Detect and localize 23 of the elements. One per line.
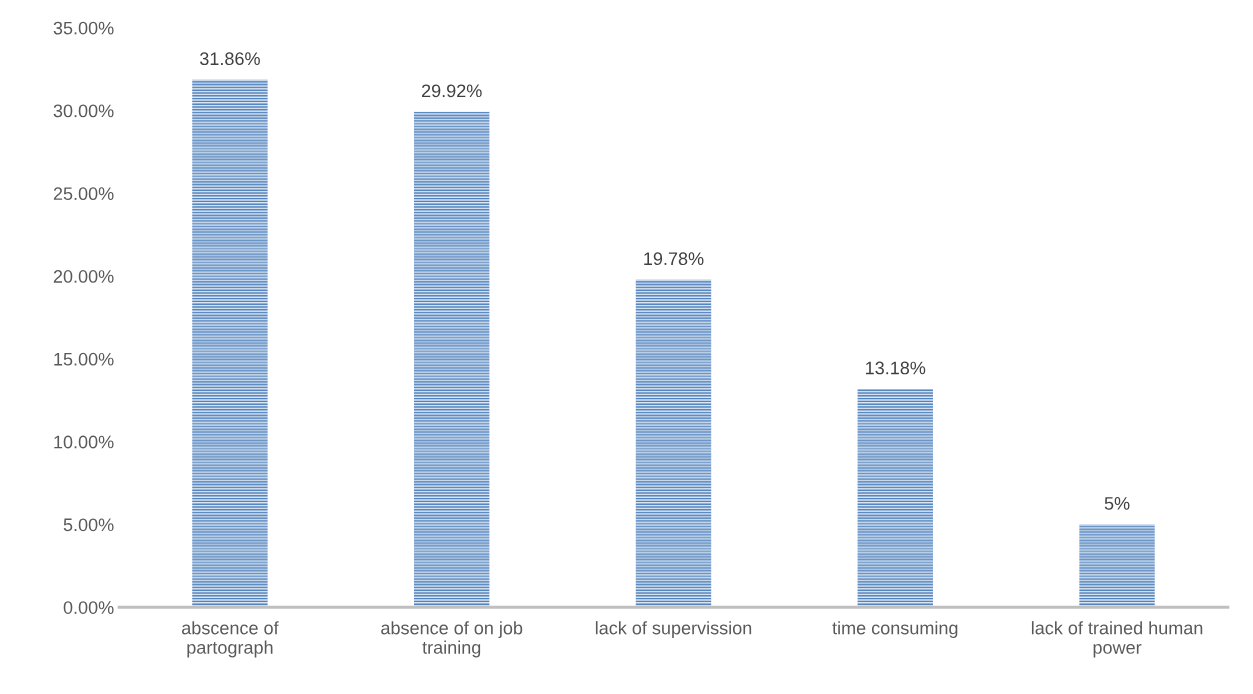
x-tick-label: abscence of partograph (182, 621, 279, 658)
y-tick-label: 5.00% (63, 518, 114, 532)
bar (1079, 524, 1155, 608)
data-label: 5% (1104, 497, 1130, 510)
data-label: 19.78% (644, 252, 704, 266)
y-tick-label: 15.00% (54, 352, 114, 366)
bar (414, 111, 490, 608)
y-tick-label: 30.00% (53, 104, 114, 118)
y-tick-label: 0.00% (63, 601, 114, 614)
y-tick-label: 25.00% (53, 187, 114, 201)
x-tick-label: lack of supervission (595, 621, 752, 638)
x-tick-label: lack of trained human power (1031, 621, 1203, 658)
y-tick-label: 35.00% (53, 21, 114, 35)
y-tick-label: 10.00% (54, 435, 114, 449)
bar (635, 279, 712, 608)
bar (192, 79, 268, 608)
data-label: 13.18% (866, 361, 926, 375)
data-label: 31.86% (200, 52, 260, 66)
x-tick-label: absence of on job training (381, 621, 523, 658)
x-tick-label: time consuming (832, 621, 958, 638)
data-label: 29.92% (422, 84, 482, 98)
y-tick-label: 20.00% (53, 270, 114, 283)
bar (857, 389, 933, 608)
